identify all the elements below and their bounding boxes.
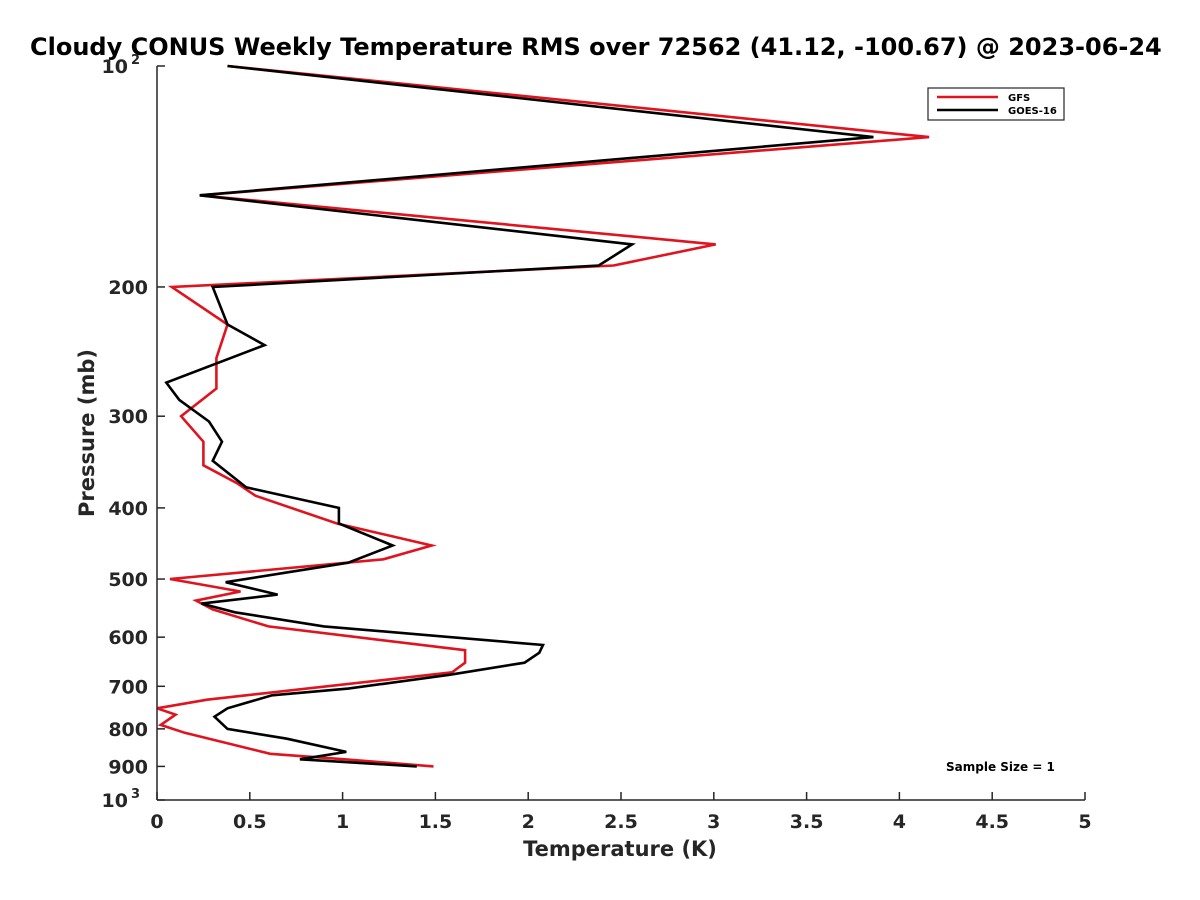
x-axis-label: Temperature (K)	[523, 837, 717, 861]
y-tick-label-9: 10	[102, 790, 128, 812]
y-tick-label-1: 200	[108, 277, 148, 299]
plot-lines	[156, 64, 930, 768]
series-line-0	[156, 64, 930, 768]
legend-box	[927, 87, 1065, 121]
y-tick-label-6: 700	[108, 676, 148, 698]
y-tick-label-7: 800	[108, 719, 148, 741]
chart-title: Cloudy CONUS Weekly Temperature RMS over…	[30, 33, 1162, 61]
series-line-1	[164, 64, 874, 768]
y-tick-label-2: 300	[108, 406, 148, 428]
x-tick-label-3: 1.5	[419, 811, 453, 833]
x-tick-label-5: 2.5	[604, 811, 638, 833]
y-tick-label-5: 600	[108, 627, 148, 649]
x-tick-label-6: 3	[707, 811, 720, 833]
y-tick-label-3: 400	[108, 498, 148, 520]
y-tick-label-4: 500	[108, 569, 148, 591]
x-tick-label-7: 3.5	[790, 811, 824, 833]
x-tick-label-2: 1	[336, 811, 349, 833]
x-tick-label-0: 0	[150, 811, 163, 833]
y-tick-label-0: 10	[102, 56, 128, 78]
legend-label-0: GFS	[1008, 93, 1030, 104]
x-tick-label-1: 0.5	[233, 811, 267, 833]
y-tick-exponent-0: 2	[131, 53, 140, 68]
legend: GFS GOES-16	[927, 87, 1065, 121]
sample-size-annotation: Sample Size = 1	[946, 760, 1055, 774]
y-tick-exponent-9: 3	[131, 787, 140, 802]
x-tick-label-9: 4.5	[975, 811, 1009, 833]
axes: 0 0.5 1 1.5 2 2.5 3 3.5 4 4.5 510 22003004005006007…	[102, 53, 1092, 833]
x-tick-label-10: 5	[1078, 811, 1091, 833]
y-tick-label-8: 900	[108, 756, 148, 778]
x-tick-label-8: 4	[893, 811, 906, 833]
x-tick-label-4: 2	[522, 811, 535, 833]
legend-label-1: GOES-16	[1008, 106, 1057, 117]
y-axis-label: Pressure (mb)	[75, 349, 99, 517]
